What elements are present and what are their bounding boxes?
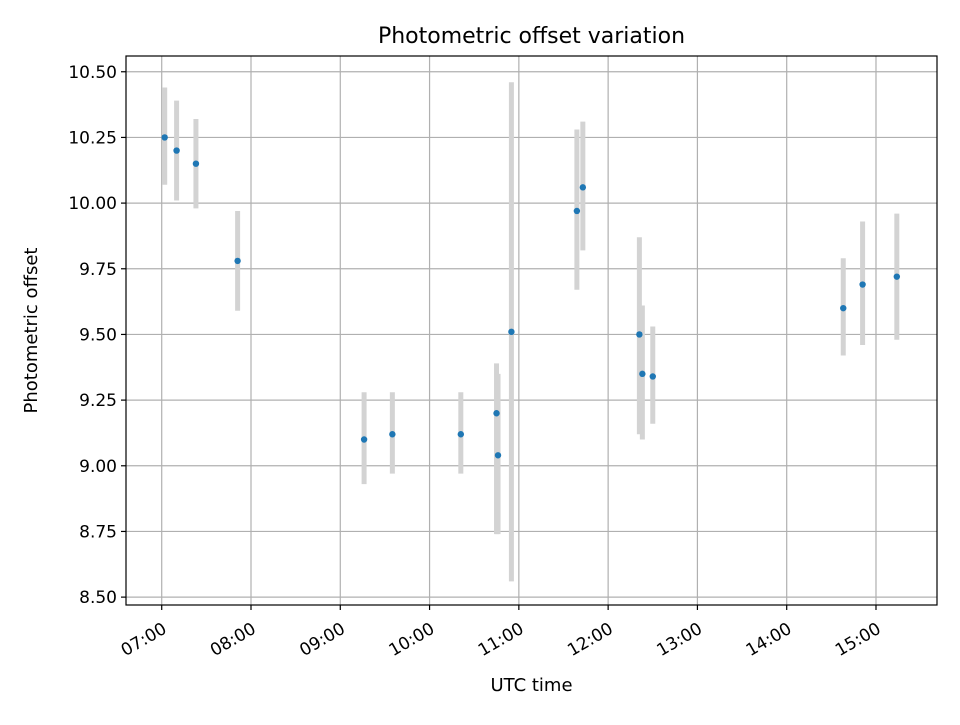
data-point — [493, 410, 500, 417]
data-point — [389, 431, 396, 438]
data-point — [649, 373, 656, 380]
data-point — [192, 160, 200, 167]
x-tick-label: 10:00 — [386, 619, 438, 661]
y-tick-label: 10.50 — [68, 63, 117, 83]
data-point — [457, 431, 465, 438]
data-points — [161, 134, 901, 459]
x-tick-label: 12:00 — [564, 619, 616, 661]
x-tick-label: 15:00 — [832, 619, 884, 661]
y-tick-label: 9.50 — [79, 325, 117, 345]
x-tick-label: 07:00 — [118, 619, 170, 661]
data-point — [234, 257, 241, 265]
x-tick-label: 14:00 — [743, 619, 795, 661]
y-tick-label: 9.75 — [79, 260, 117, 280]
chart-title: Photometric offset variation — [378, 24, 685, 49]
y-tick-label: 9.00 — [79, 457, 117, 477]
data-point — [173, 147, 180, 154]
data-point — [494, 452, 502, 459]
x-tick-label: 08:00 — [207, 619, 259, 661]
grid — [126, 56, 937, 605]
data-point — [636, 331, 643, 338]
data-point — [161, 134, 168, 141]
data-point — [859, 281, 866, 288]
data-point — [360, 436, 368, 443]
y-axis-label: Photometric offset — [21, 248, 42, 414]
data-point — [639, 370, 646, 378]
y-tick-label: 8.50 — [79, 588, 117, 608]
axis-ticks: 07:00 08:00 09:00 10:00 11:00 12:00 13:00 14:00… — [68, 63, 884, 661]
plot-area-frame — [125, 55, 938, 606]
data-point — [508, 328, 515, 336]
data-point — [893, 273, 901, 280]
y-tick-label: 8.75 — [79, 522, 117, 542]
x-axis-label: UTC time — [490, 675, 572, 696]
x-tick-label: 09:00 — [296, 619, 348, 661]
x-tick-label: 13:00 — [653, 619, 705, 661]
data-point — [573, 207, 581, 215]
y-tick-label: 10.00 — [68, 194, 117, 214]
data-point — [840, 304, 847, 312]
data-point — [579, 184, 587, 191]
x-tick-label: 11:00 — [475, 619, 527, 661]
y-tick-label: 9.25 — [79, 391, 117, 411]
y-tick-label: 10.25 — [68, 128, 117, 148]
